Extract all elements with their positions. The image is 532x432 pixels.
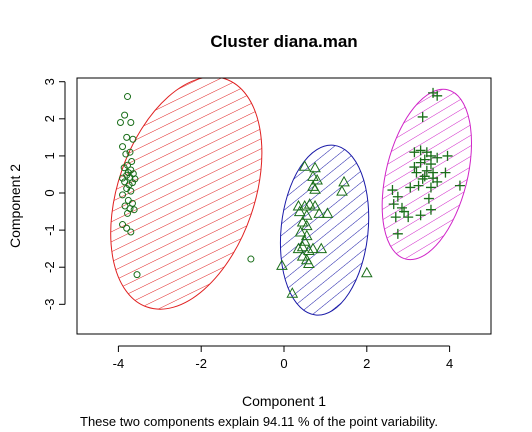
cluster-ellipse-1 [110,78,263,310]
cluster-3-point [421,165,432,176]
cluster-2-point [286,287,299,298]
y-tick-label: 0 [42,189,57,196]
cluster-3-point [415,210,426,221]
cluster-1-point [120,164,128,172]
y-tick-label: 2 [42,115,57,122]
cluster-2-point [296,250,309,261]
cluster-2-point [300,209,313,220]
cluster-1-point [123,133,131,141]
x-tick-label: 0 [280,356,287,371]
cluster-2-point [298,160,311,171]
y-axis: -3 -2 -1 0 1 2 3 [42,78,66,311]
cluster-3-point [425,182,436,193]
cluster-3-point [440,167,451,178]
chart-subtitle: These two components explain 94.11 % of … [80,414,438,429]
cluster-2-point [309,199,321,211]
cluster-1-point [127,228,135,236]
x-tick-label: 4 [446,356,453,371]
cluster-3-point [411,167,422,178]
cluster-1-point [119,174,127,182]
cluster-2-point [292,199,305,211]
x-tick-label: 2 [363,356,370,371]
cluster-3-point [419,171,430,182]
cluster-3-point [432,90,443,101]
data-points [116,87,465,298]
cluster-3-point [409,147,420,158]
cluster-ellipses [110,78,472,316]
cluster-3-point [388,199,399,210]
cluster-3-point [417,111,428,122]
cluster-2-point [294,225,307,237]
cluster-1-point [119,221,127,229]
cluster-2-point [315,242,328,254]
cluster-2-point [309,161,321,173]
cluster-1-point [119,143,127,151]
cluster-1-point [247,255,255,263]
cluster-1-point [124,209,132,217]
cluster-2-point [360,266,373,278]
cluster-3-point [413,180,424,191]
cluster-3-point [387,185,398,196]
cluster-3-point [442,150,453,161]
cluster-3-point [425,204,436,215]
cluster-3-point [405,182,416,193]
cluster-2-point [302,244,315,256]
cluster-1-point [133,271,141,279]
cluster-1-point [123,224,131,232]
cluster-1-point [126,148,134,156]
cluster-2-point [293,205,306,217]
cluster-2-point [309,183,321,194]
cluster-2-point [276,259,288,270]
y-tick-label: -3 [42,299,57,311]
cluster-1-point [127,119,135,127]
cluster-2-point [311,173,323,185]
cluster-1-point [130,206,138,214]
cluster-2-point [321,207,334,218]
cluster-1-point [121,111,129,119]
cluster-2-point [307,242,319,254]
x-tick-label: -4 [113,356,125,371]
cluster-3-point [409,162,420,173]
cluster-3-point [399,206,410,217]
y-tick-label: 3 [42,78,57,85]
cluster-ellipse-2 [279,144,370,316]
cluster-3-point [425,159,436,170]
cluster-3-point [428,173,439,184]
cluster-2-point [338,175,350,187]
cluster-3-point [403,212,414,223]
cluster-3-point [432,152,443,163]
cluster-3-point [423,193,434,204]
cluster-3-point [415,145,426,156]
cluster-3-point [415,157,426,168]
x-axis: -4 -2 0 2 4 [113,345,453,371]
y-axis-label: Component 2 [7,164,23,248]
cluster-1-point [128,157,136,165]
cluster-2-point [313,207,326,218]
y-tick-label: -1 [42,224,57,236]
x-tick-label: -2 [195,356,207,371]
cluster-2-point [296,215,309,227]
cluster-2-point [336,185,348,196]
cluster-3-point [390,212,401,223]
chart-title: Cluster diana.man [210,32,357,51]
cluster-3-point [392,228,403,239]
cluster-1-point [129,135,137,143]
cluster-2-point [298,199,311,211]
cluster-1-point [127,187,135,195]
cluster-3-point [392,191,403,202]
cluster-1-point [119,191,127,199]
cluster-1-point [124,93,132,101]
cluster-2-point [302,257,315,269]
y-tick-label: -2 [42,261,57,273]
cluster-1-point [122,150,130,158]
plot-frame [76,77,492,335]
cluster-1-point [116,119,124,127]
y-tick-label: 1 [42,152,57,159]
cluster-3-point [417,173,428,184]
cluster-3-point [454,180,465,191]
cluster-2-point [303,198,316,209]
x-axis-label: Component 1 [242,393,326,409]
cluster-2-point [292,242,305,254]
